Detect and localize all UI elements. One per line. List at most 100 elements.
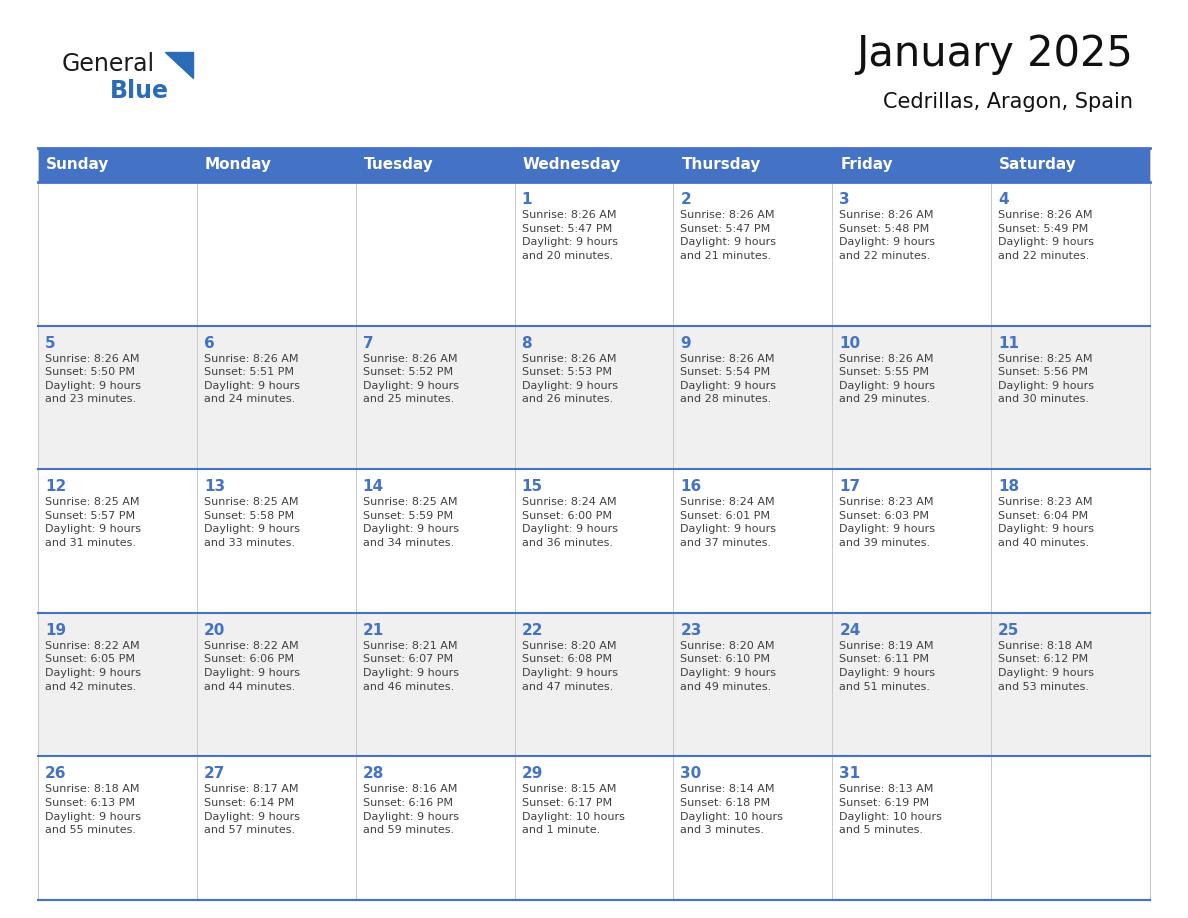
Polygon shape [165,52,192,78]
Text: Sunrise: 8:26 AM
Sunset: 5:47 PM
Daylight: 9 hours
and 21 minutes.: Sunrise: 8:26 AM Sunset: 5:47 PM Dayligh… [681,210,777,261]
Bar [197,148,355,182]
Text: 5: 5 [45,336,56,351]
Bar [514,613,674,756]
Text: 6: 6 [204,336,215,351]
Bar [674,326,833,469]
Bar [991,756,1150,900]
Text: Thursday: Thursday [682,158,760,173]
Bar [355,182,514,326]
Bar [38,613,197,756]
Bar [38,756,197,900]
Bar [38,148,197,182]
Bar [674,469,833,613]
Text: Sunrise: 8:17 AM
Sunset: 6:14 PM
Daylight: 9 hours
and 57 minutes.: Sunrise: 8:17 AM Sunset: 6:14 PM Dayligh… [204,784,299,835]
Text: 31: 31 [839,767,860,781]
Text: 16: 16 [681,479,702,494]
Bar [197,756,355,900]
Bar [514,326,674,469]
Bar [355,148,514,182]
Text: 4: 4 [998,192,1009,207]
Text: Sunrise: 8:26 AM
Sunset: 5:52 PM
Daylight: 9 hours
and 25 minutes.: Sunrise: 8:26 AM Sunset: 5:52 PM Dayligh… [362,353,459,405]
Bar [674,182,833,326]
Bar [38,182,197,326]
Bar [355,613,514,756]
Text: 13: 13 [204,479,225,494]
Text: Sunrise: 8:15 AM
Sunset: 6:17 PM
Daylight: 10 hours
and 1 minute.: Sunrise: 8:15 AM Sunset: 6:17 PM Dayligh… [522,784,625,835]
Text: Sunrise: 8:25 AM
Sunset: 5:56 PM
Daylight: 9 hours
and 30 minutes.: Sunrise: 8:25 AM Sunset: 5:56 PM Dayligh… [998,353,1094,405]
Text: January 2025: January 2025 [857,33,1133,75]
Text: 21: 21 [362,622,384,638]
Text: 24: 24 [839,622,860,638]
Text: 22: 22 [522,622,543,638]
Bar [514,756,674,900]
Text: 26: 26 [45,767,67,781]
Text: 27: 27 [204,767,226,781]
Text: 30: 30 [681,767,702,781]
Text: Sunrise: 8:18 AM
Sunset: 6:13 PM
Daylight: 9 hours
and 55 minutes.: Sunrise: 8:18 AM Sunset: 6:13 PM Dayligh… [45,784,141,835]
Text: Wednesday: Wednesday [523,158,621,173]
Bar [833,469,991,613]
Text: Sunrise: 8:24 AM
Sunset: 6:01 PM
Daylight: 9 hours
and 37 minutes.: Sunrise: 8:24 AM Sunset: 6:01 PM Dayligh… [681,498,777,548]
Text: Sunrise: 8:22 AM
Sunset: 6:06 PM
Daylight: 9 hours
and 44 minutes.: Sunrise: 8:22 AM Sunset: 6:06 PM Dayligh… [204,641,299,691]
Text: Sunrise: 8:16 AM
Sunset: 6:16 PM
Daylight: 9 hours
and 59 minutes.: Sunrise: 8:16 AM Sunset: 6:16 PM Dayligh… [362,784,459,835]
Bar [991,469,1150,613]
Text: Sunrise: 8:23 AM
Sunset: 6:03 PM
Daylight: 9 hours
and 39 minutes.: Sunrise: 8:23 AM Sunset: 6:03 PM Dayligh… [839,498,935,548]
Text: 11: 11 [998,336,1019,351]
Bar [833,148,991,182]
Bar [674,756,833,900]
Text: Sunrise: 8:25 AM
Sunset: 5:58 PM
Daylight: 9 hours
and 33 minutes.: Sunrise: 8:25 AM Sunset: 5:58 PM Dayligh… [204,498,299,548]
Bar [355,469,514,613]
Text: Sunrise: 8:13 AM
Sunset: 6:19 PM
Daylight: 10 hours
and 5 minutes.: Sunrise: 8:13 AM Sunset: 6:19 PM Dayligh… [839,784,942,835]
Text: General: General [62,52,156,76]
Text: Sunrise: 8:25 AM
Sunset: 5:57 PM
Daylight: 9 hours
and 31 minutes.: Sunrise: 8:25 AM Sunset: 5:57 PM Dayligh… [45,498,141,548]
Text: Sunrise: 8:18 AM
Sunset: 6:12 PM
Daylight: 9 hours
and 53 minutes.: Sunrise: 8:18 AM Sunset: 6:12 PM Dayligh… [998,641,1094,691]
Text: 3: 3 [839,192,849,207]
Bar [514,469,674,613]
Bar [197,326,355,469]
Bar [38,326,197,469]
Text: Sunrise: 8:23 AM
Sunset: 6:04 PM
Daylight: 9 hours
and 40 minutes.: Sunrise: 8:23 AM Sunset: 6:04 PM Dayligh… [998,498,1094,548]
Text: Friday: Friday [840,158,893,173]
Text: Tuesday: Tuesday [364,158,434,173]
Text: Sunrise: 8:24 AM
Sunset: 6:00 PM
Daylight: 9 hours
and 36 minutes.: Sunrise: 8:24 AM Sunset: 6:00 PM Dayligh… [522,498,618,548]
Text: Sunrise: 8:26 AM
Sunset: 5:55 PM
Daylight: 9 hours
and 29 minutes.: Sunrise: 8:26 AM Sunset: 5:55 PM Dayligh… [839,353,935,405]
Text: 8: 8 [522,336,532,351]
Bar [674,148,833,182]
Bar [833,326,991,469]
Text: 29: 29 [522,767,543,781]
Bar [197,182,355,326]
Text: 23: 23 [681,622,702,638]
Text: 1: 1 [522,192,532,207]
Text: 15: 15 [522,479,543,494]
Bar [514,148,674,182]
Bar [991,326,1150,469]
Text: Sunrise: 8:26 AM
Sunset: 5:50 PM
Daylight: 9 hours
and 23 minutes.: Sunrise: 8:26 AM Sunset: 5:50 PM Dayligh… [45,353,141,405]
Text: Cedrillas, Aragon, Spain: Cedrillas, Aragon, Spain [883,92,1133,112]
Bar [514,182,674,326]
Text: Blue: Blue [110,79,169,103]
Bar [991,182,1150,326]
Text: Sunrise: 8:19 AM
Sunset: 6:11 PM
Daylight: 9 hours
and 51 minutes.: Sunrise: 8:19 AM Sunset: 6:11 PM Dayligh… [839,641,935,691]
Text: Sunrise: 8:22 AM
Sunset: 6:05 PM
Daylight: 9 hours
and 42 minutes.: Sunrise: 8:22 AM Sunset: 6:05 PM Dayligh… [45,641,141,691]
Text: 18: 18 [998,479,1019,494]
Text: Monday: Monday [204,158,272,173]
Text: Sunrise: 8:26 AM
Sunset: 5:48 PM
Daylight: 9 hours
and 22 minutes.: Sunrise: 8:26 AM Sunset: 5:48 PM Dayligh… [839,210,935,261]
Text: 19: 19 [45,622,67,638]
Bar [38,469,197,613]
Text: Saturday: Saturday [999,158,1076,173]
Text: Sunrise: 8:25 AM
Sunset: 5:59 PM
Daylight: 9 hours
and 34 minutes.: Sunrise: 8:25 AM Sunset: 5:59 PM Dayligh… [362,498,459,548]
Text: Sunrise: 8:26 AM
Sunset: 5:51 PM
Daylight: 9 hours
and 24 minutes.: Sunrise: 8:26 AM Sunset: 5:51 PM Dayligh… [204,353,299,405]
Text: 28: 28 [362,767,384,781]
Text: 20: 20 [204,622,226,638]
Bar [355,326,514,469]
Bar [197,613,355,756]
Text: 10: 10 [839,336,860,351]
Bar [991,148,1150,182]
Text: 25: 25 [998,622,1019,638]
Text: 7: 7 [362,336,373,351]
Bar [674,613,833,756]
Bar [833,613,991,756]
Text: 12: 12 [45,479,67,494]
Text: 2: 2 [681,192,691,207]
Bar [197,469,355,613]
